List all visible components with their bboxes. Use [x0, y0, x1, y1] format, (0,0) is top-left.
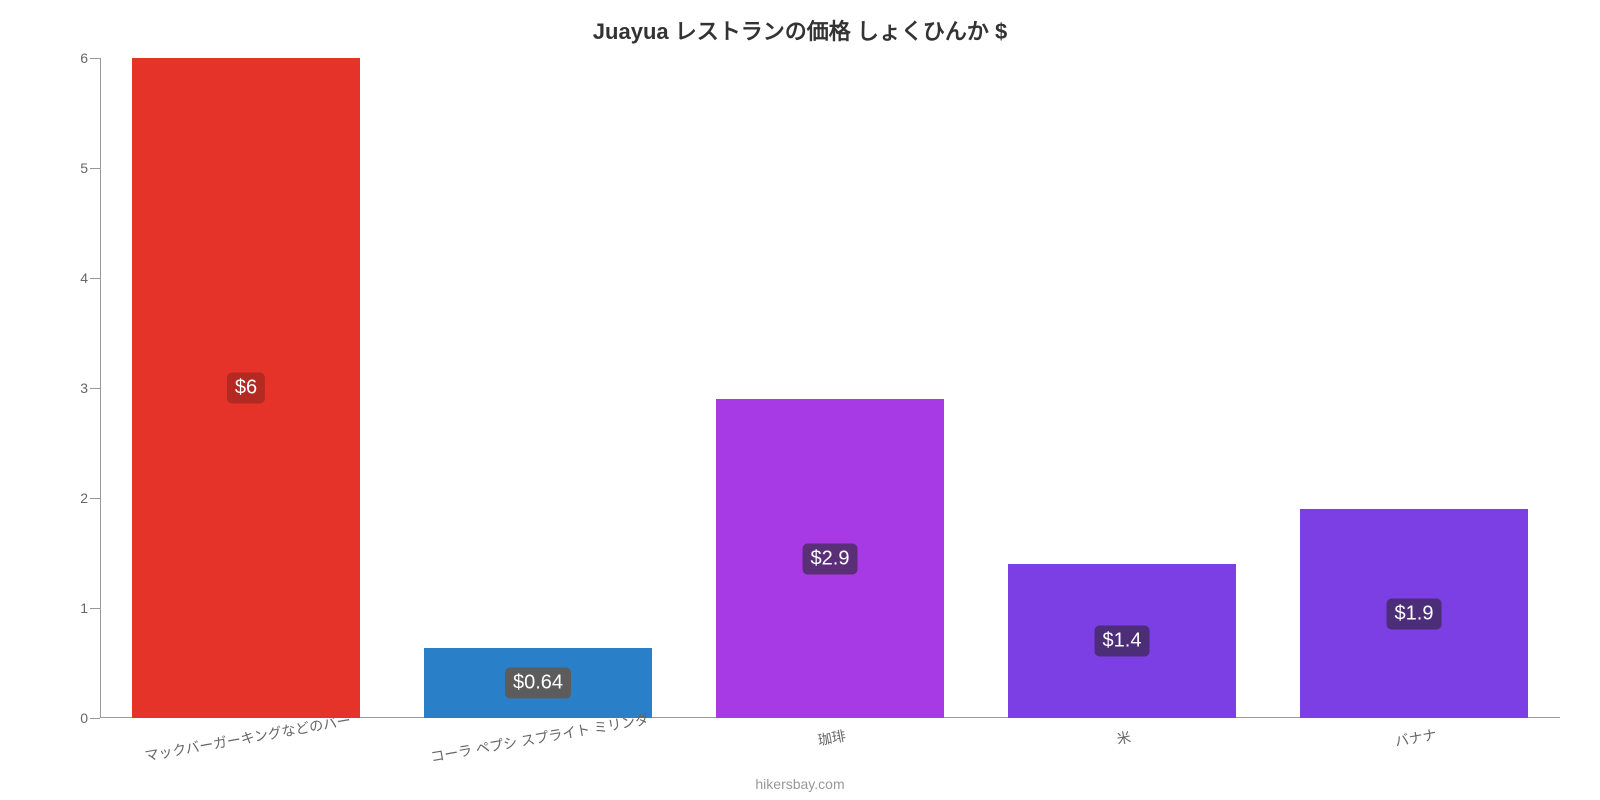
x-tick-label: バナナ [1393, 724, 1438, 751]
x-tick-label: 米 [1115, 727, 1132, 749]
x-tick-label: マックバーガーキングなどのバー [143, 710, 352, 766]
y-tick-label: 2 [60, 490, 88, 506]
attribution-text: hikersbay.com [0, 776, 1600, 792]
bar-value-label: $2.9 [803, 543, 858, 574]
y-tick-label: 4 [60, 270, 88, 286]
y-tick [90, 608, 100, 609]
y-tick-label: 0 [60, 710, 88, 726]
bar-value-label: $0.64 [505, 667, 571, 698]
price-bar-chart: Juayua レストランの価格 しょくひんか $ 0 1 2 3 4 5 6 $6 $0.64… [0, 0, 1600, 800]
plot-area: 0123456 $6$0.64$2.9$1.4$1.9 マックバーガーキングなど… [100, 58, 1560, 718]
y-tick [90, 718, 100, 719]
chart-title: Juayua レストランの価格 しょくひんか $ [0, 14, 1600, 46]
y-tick [90, 388, 100, 389]
y-tick-label: 5 [60, 160, 88, 176]
x-tick-label: 珈琲 [816, 726, 847, 751]
bar: $6 [132, 58, 360, 718]
bar-value-label: $6 [227, 373, 265, 404]
y-tick-label: 1 [60, 600, 88, 616]
y-tick [90, 278, 100, 279]
bar: $1.4 [1008, 564, 1236, 718]
y-tick-label: 6 [60, 50, 88, 66]
y-tick [90, 498, 100, 499]
y-tick [90, 58, 100, 59]
bar-value-label: $1.9 [1387, 598, 1442, 629]
y-tick [90, 168, 100, 169]
bar: $0.64 [424, 648, 652, 718]
bar: $1.9 [1300, 509, 1528, 718]
bar-value-label: $1.4 [1095, 626, 1150, 657]
bar: $2.9 [716, 399, 944, 718]
y-axis [100, 58, 101, 718]
y-tick-label: 3 [60, 380, 88, 396]
